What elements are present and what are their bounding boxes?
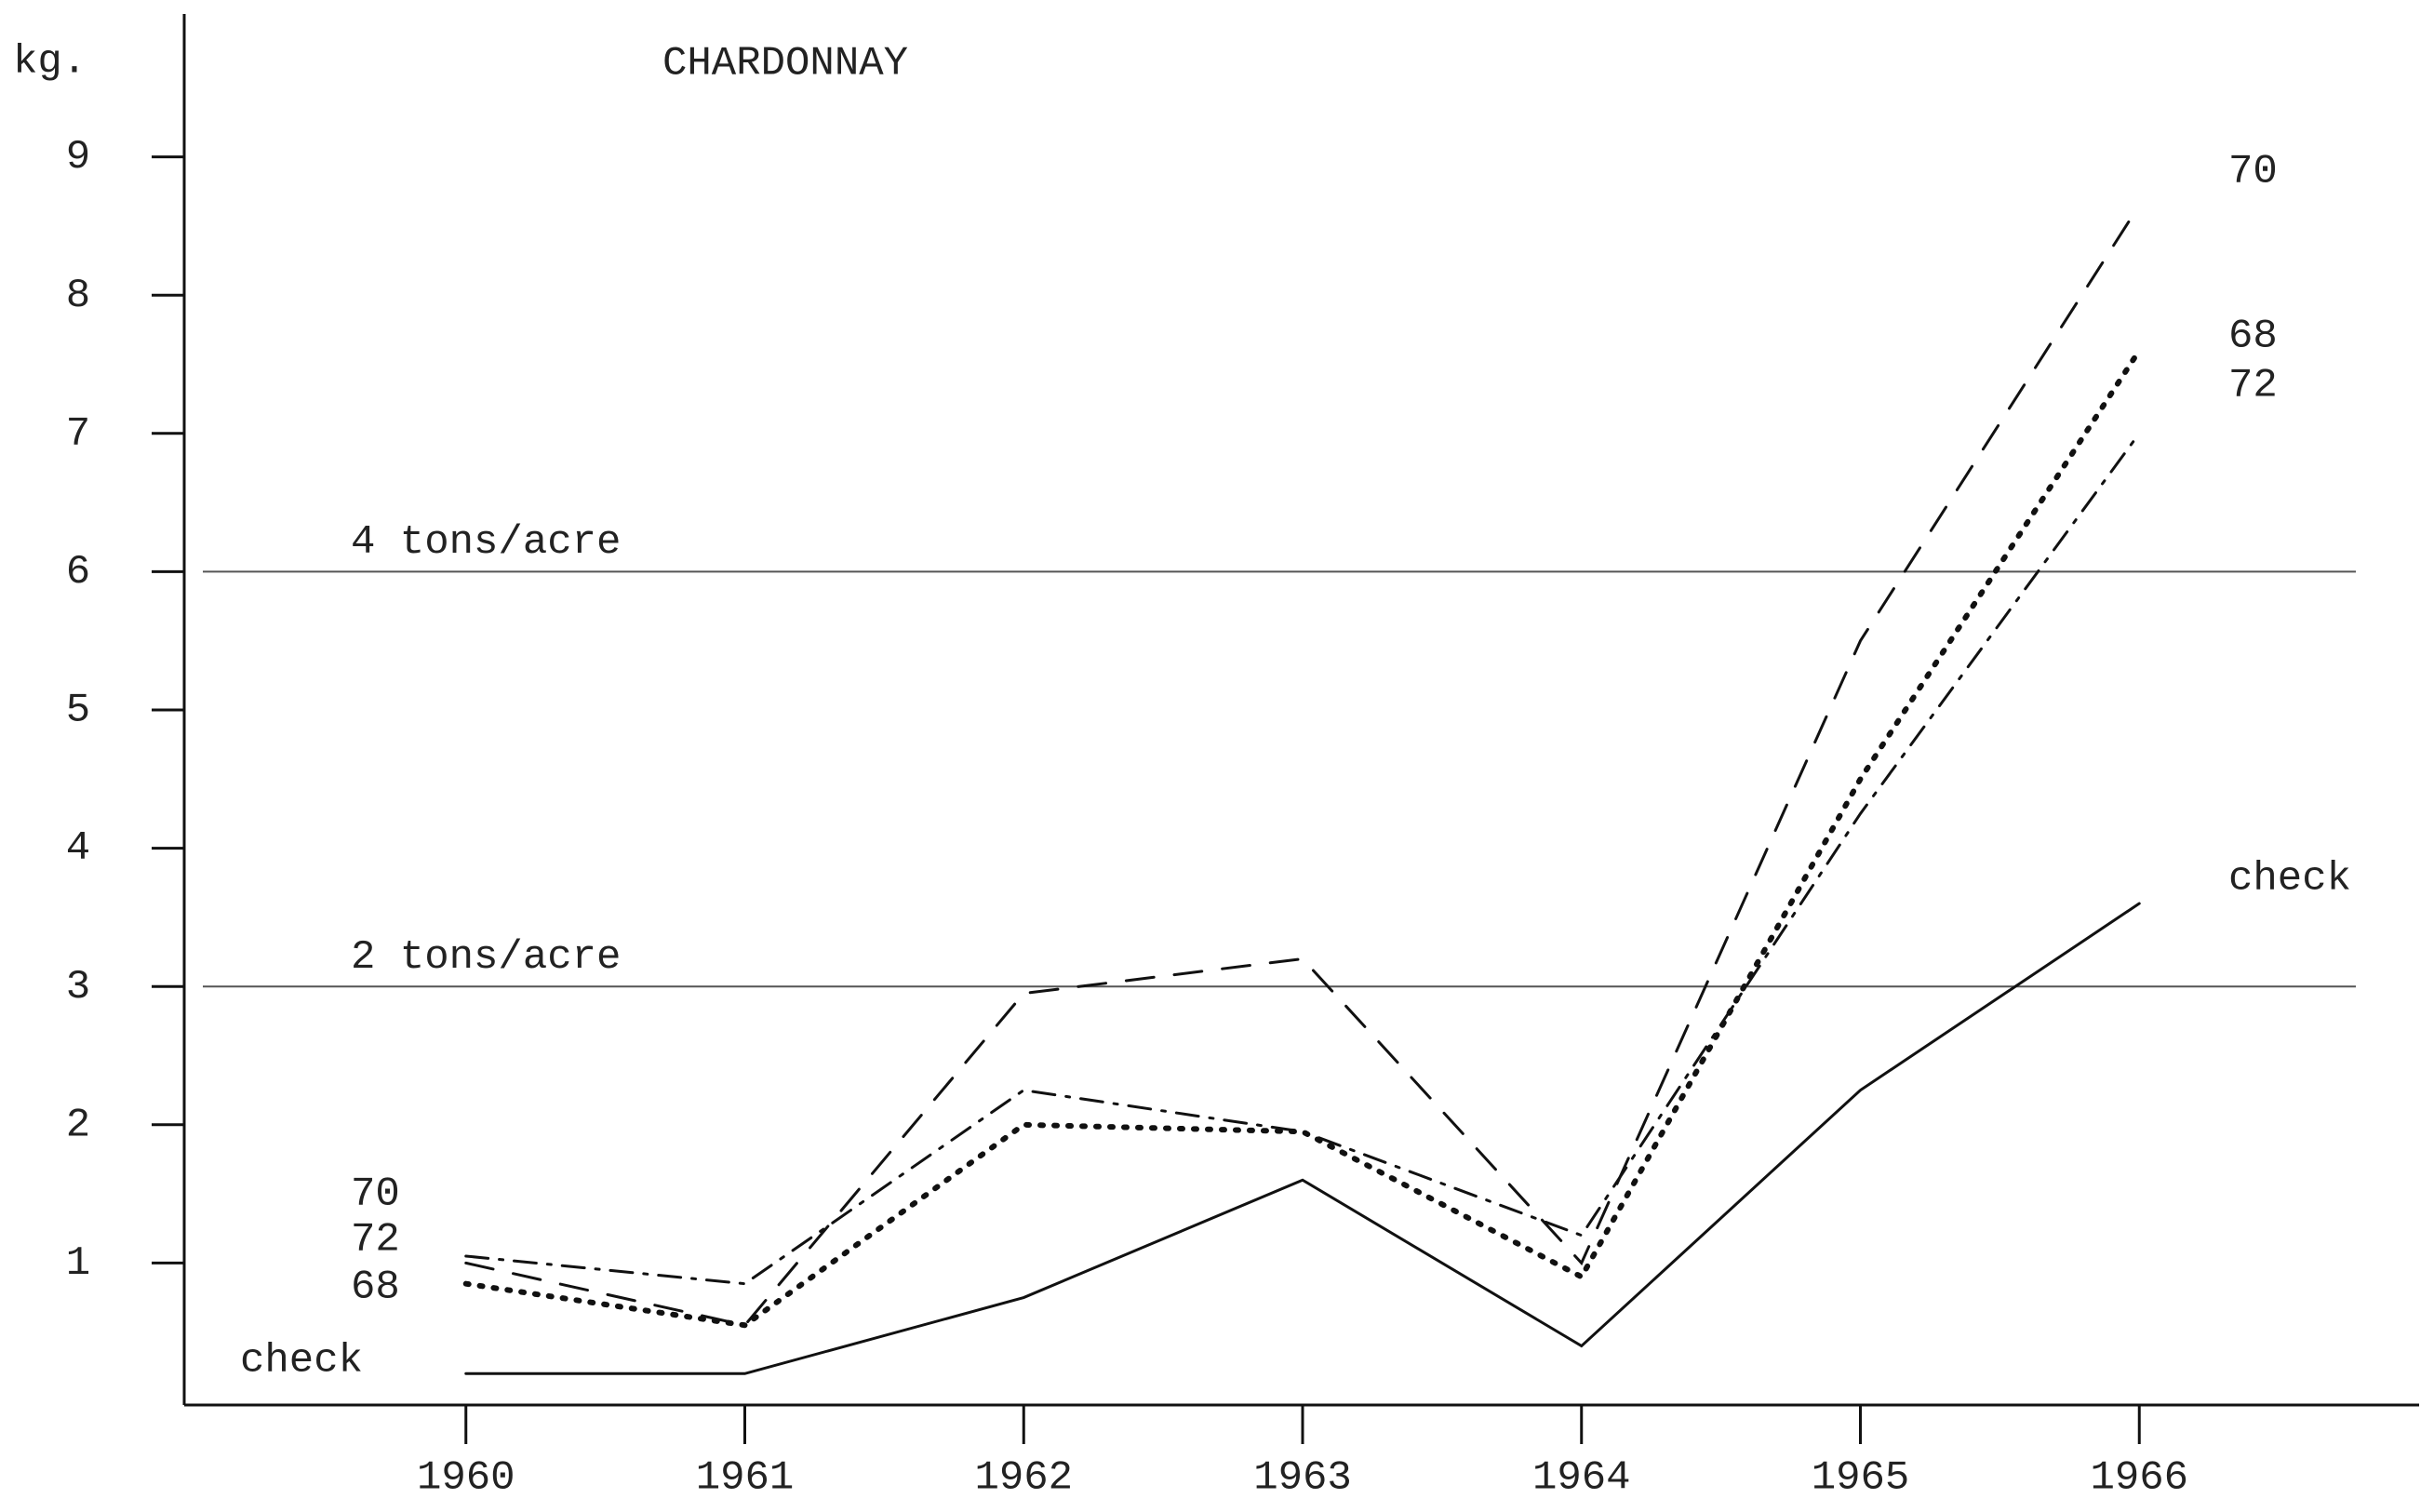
- y-tick-label: 4: [66, 825, 90, 872]
- x-tick-label: 1960: [417, 1455, 515, 1502]
- reference-label: 4 tons/acre: [351, 519, 621, 566]
- series-label: 72: [2228, 363, 2278, 409]
- series-label: 68: [351, 1264, 400, 1311]
- y-tick-label: 6: [66, 549, 90, 595]
- y-tick-label: 2: [66, 1102, 90, 1148]
- series-label: check: [2228, 856, 2351, 903]
- series-line: [464, 432, 2141, 1286]
- y-tick-label: 8: [66, 273, 90, 319]
- series-label: 72: [351, 1217, 400, 1264]
- x-tick-label: 1964: [1532, 1455, 1631, 1502]
- x-tick-label: 1966: [2090, 1455, 2188, 1502]
- series-line: [464, 204, 2141, 1327]
- y-axis-label: kg.: [13, 39, 87, 86]
- y-tick-label: 5: [66, 688, 90, 734]
- y-tick-label: 9: [66, 134, 90, 181]
- y-tick-label: 1: [66, 1240, 90, 1287]
- series-label: check: [240, 1338, 363, 1385]
- series-label: 70: [2228, 149, 2278, 195]
- y-tick-label: 7: [66, 410, 90, 457]
- chart-title: CHARDONNAY: [662, 41, 908, 87]
- series-line: [464, 902, 2141, 1375]
- series-label: 68: [2228, 314, 2278, 360]
- series-line: [462, 347, 2143, 1329]
- series-label: 70: [351, 1171, 400, 1218]
- reference-label: 2 tons/acre: [351, 934, 621, 981]
- x-tick-label: 1965: [1812, 1455, 1910, 1502]
- x-tick-label: 1962: [974, 1455, 1073, 1502]
- x-tick-label: 1961: [696, 1455, 795, 1502]
- y-tick-label: 3: [66, 964, 90, 1010]
- x-tick-label: 1963: [1253, 1455, 1352, 1502]
